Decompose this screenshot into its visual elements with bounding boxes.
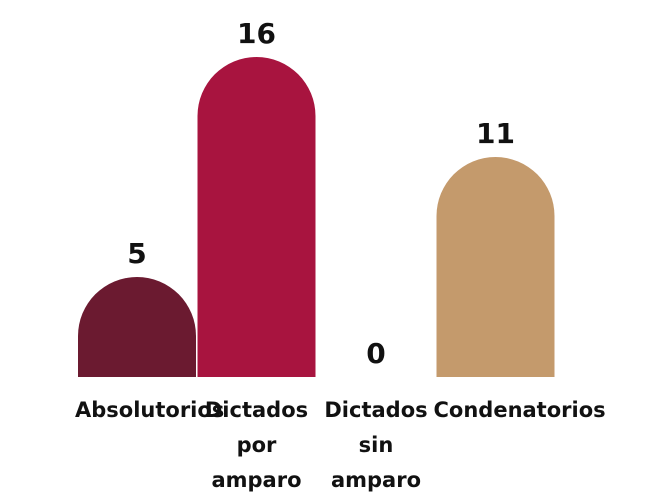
- value-label: 0: [366, 337, 385, 370]
- category-label: Dictados sin amparo: [324, 398, 428, 492]
- value-label: 16: [237, 17, 276, 50]
- value-label: 11: [476, 117, 515, 150]
- category-label: Dictados por amparo: [204, 398, 309, 492]
- category-label: Absolutorios: [75, 398, 225, 422]
- bar: [197, 57, 316, 377]
- category-label: Condenatorios: [433, 398, 606, 422]
- value-label: 5: [127, 237, 146, 270]
- bar: [436, 157, 555, 377]
- bar: [78, 277, 196, 377]
